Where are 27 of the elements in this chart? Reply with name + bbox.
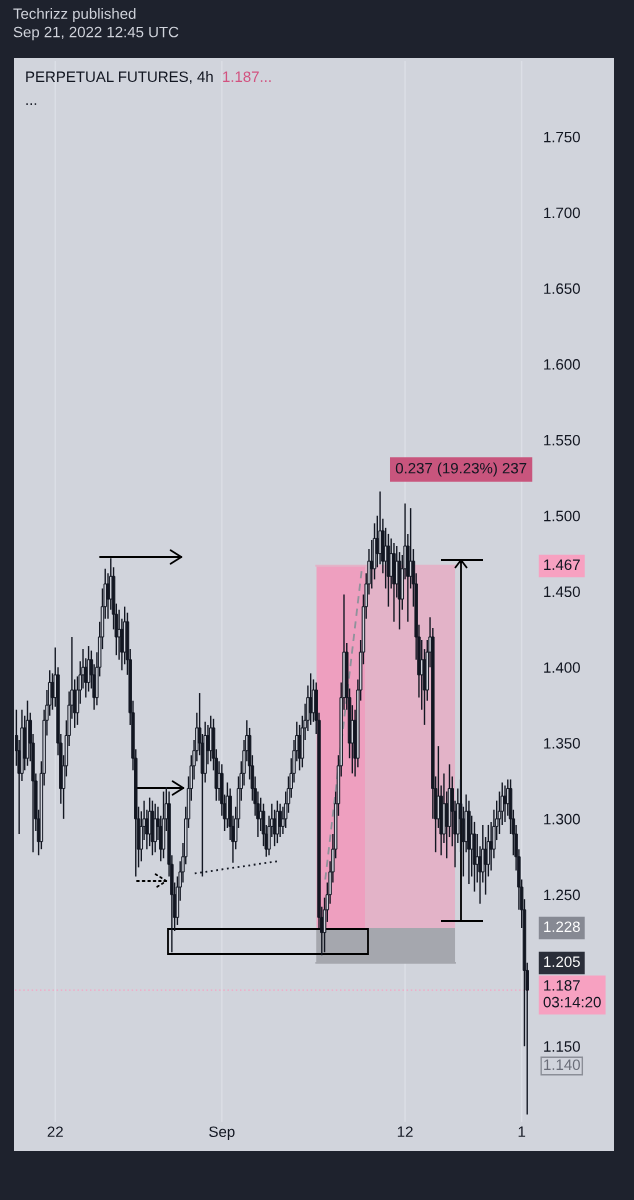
text: 1.140 — [544, 1059, 580, 1071]
text: 1.228 — [544, 921, 580, 933]
x-tick-label: 12 — [397, 1126, 413, 1137]
text: PERPETUAL FUTURES, 4h — [26, 71, 213, 84]
annotation: ... — [26, 103, 37, 105]
x-tick-label: 22 — [47, 1126, 63, 1137]
x-tick-label: Sep — [209, 1126, 235, 1140]
annotation: 0.237 (19.23%) 237 — [395, 462, 527, 477]
y-tick-label: 1.550 — [544, 434, 580, 446]
text: Techrizz published Sep 21, 2022 12:45 UTC — [13, 8, 179, 41]
y-tick-label: 1.750 — [544, 131, 580, 143]
y-tick-label: 1.250 — [544, 889, 580, 901]
ref-line-label: 1.187 03:14:20 — [543, 980, 601, 1008]
y-tick-label: 1.150 — [544, 1041, 580, 1052]
y-tick-label: 1.600 — [544, 359, 580, 370]
y-tick-label: 1.650 — [544, 283, 580, 294]
candlestick — [153, 803, 157, 853]
y-tick-label: 1.350 — [544, 738, 580, 749]
x-tick-label: 1 — [518, 1126, 526, 1137]
annotation: 1.187... — [223, 71, 271, 83]
y-tick-label: 1.300 — [544, 813, 580, 825]
y-tick-label: 1.500 — [544, 510, 580, 522]
y-tick-label: 1.700 — [544, 207, 580, 219]
y-tick-label: 1.400 — [544, 662, 580, 673]
text: 1.205 — [544, 956, 580, 968]
text: 1.467 — [544, 559, 580, 571]
y-tick-label: 1.450 — [544, 586, 580, 598]
